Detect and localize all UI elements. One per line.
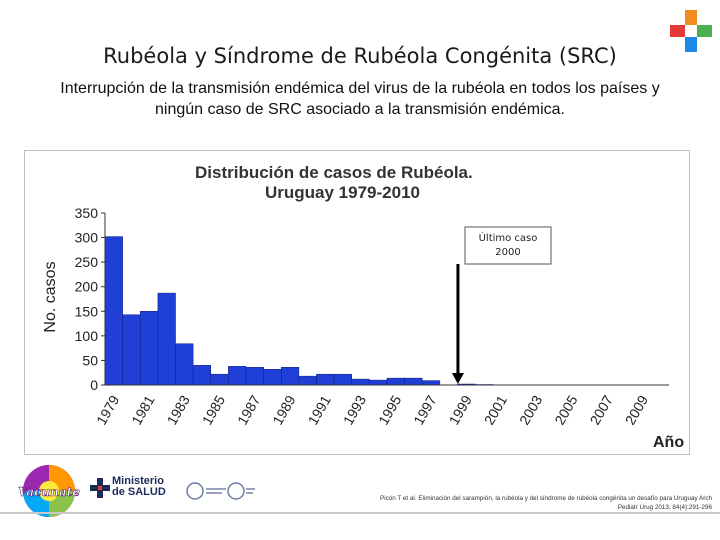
citation-line-2: Pediatr Urug 2013; 84(4):291-296 — [617, 504, 712, 511]
citation-text: Picón T et al. Eliminación del sarampión… — [308, 494, 712, 512]
ministerio-line-1: Ministerio — [112, 475, 164, 487]
ops-oms-logo-icon — [186, 482, 255, 500]
bar-1994 — [369, 379, 388, 386]
bar-1991 — [316, 373, 335, 386]
slide-subtitle: Interrupción de la transmisión endémica … — [10, 78, 710, 120]
bar-1983 — [175, 343, 194, 386]
vacunate-logo-text: Vacunate — [18, 485, 80, 499]
annotation-arrow-head — [451, 373, 464, 384]
y-axis-label: No. casos — [42, 261, 59, 332]
y-tick-label-300: 300 — [75, 230, 99, 246]
vacunate-logo: Vacunate — [18, 465, 81, 517]
bottom-divider — [0, 512, 720, 514]
bar-1995 — [386, 377, 405, 386]
footer-logos: Vacunate Ministerio de SALUD — [10, 462, 260, 522]
subtitle-line-2: ningún caso de SRC asociado a la transmi… — [154, 101, 565, 118]
ministerio-text: Ministerio de SALUD — [112, 476, 166, 498]
bar-1987 — [245, 367, 264, 386]
bar-1988 — [263, 369, 282, 386]
y-tick-label-250: 250 — [75, 254, 99, 270]
chart-subtitle: Uruguay 1979-2010 — [265, 183, 420, 202]
annotation-line-2: 2000 — [495, 247, 520, 258]
chart-title: Distribución de casos de Rubéola. — [195, 163, 473, 182]
y-tick-label-150: 150 — [75, 303, 99, 319]
x-tick-label-1993: 1993 — [340, 392, 370, 427]
bar-1981 — [140, 311, 159, 386]
bar-1980 — [122, 314, 141, 386]
bar-1997 — [422, 380, 441, 386]
x-tick-label-1985: 1985 — [199, 392, 229, 427]
bar-1989 — [281, 367, 300, 386]
x-tick-label-1999: 1999 — [445, 392, 475, 427]
bar-1996 — [404, 377, 423, 386]
bar-1984 — [192, 365, 212, 386]
bars-layer — [104, 236, 494, 386]
bar-1993 — [351, 378, 370, 386]
x-tick-label-2007: 2007 — [586, 392, 616, 427]
last-case-annotation: Último caso 2000 — [451, 226, 552, 384]
plus-logo-icon — [670, 10, 712, 52]
slide-title: Rubéola y Síndrome de Rubéola Congénita … — [103, 44, 617, 68]
x-tick-label-1983: 1983 — [163, 392, 193, 427]
y-tick-label-50: 50 — [82, 352, 98, 368]
x-tick-label-1989: 1989 — [269, 392, 299, 427]
x-tick-label-2001: 2001 — [481, 392, 511, 427]
y-tick-label-200: 200 — [75, 279, 99, 295]
ministerio-logo: Ministerio de SALUD — [90, 474, 260, 510]
x-tick-label-1979: 1979 — [93, 392, 123, 427]
x-tick-label-2005: 2005 — [551, 392, 581, 427]
y-tick-label-350: 350 — [75, 205, 99, 221]
y-tick-label-100: 100 — [75, 328, 99, 344]
x-tick-label-1981: 1981 — [128, 392, 158, 427]
subtitle-line-1: Interrupción de la transmisión endémica … — [60, 80, 660, 97]
y-tick-label-0: 0 — [90, 377, 98, 393]
x-tick-label-1997: 1997 — [410, 392, 440, 427]
bar-1986 — [228, 366, 247, 386]
bar-1982 — [157, 292, 176, 386]
bar-1979 — [104, 236, 123, 386]
x-tick-label-1991: 1991 — [304, 392, 334, 427]
ministerio-line-2: de SALUD — [112, 486, 166, 498]
x-tick-label-2003: 2003 — [516, 392, 546, 427]
citation-line-1: Picón T et al. Eliminación del sarampión… — [380, 495, 712, 502]
rubella-cases-chart: Distribución de casos de Rubéola. Urugua… — [24, 150, 690, 455]
bar-1992 — [333, 373, 353, 386]
x-axis-label: Año — [653, 434, 684, 451]
bar-1985 — [210, 373, 229, 386]
ministerio-plus-icon — [90, 478, 110, 498]
annotation-line-1: Último caso — [479, 231, 538, 244]
chart-canvas: Distribución de casos de Rubéola. Urugua… — [42, 163, 684, 451]
x-tick-label-1987: 1987 — [234, 392, 264, 427]
annotation-box — [464, 226, 552, 265]
x-tick-label-2009: 2009 — [622, 392, 652, 427]
bar-1990 — [298, 375, 317, 386]
x-tick-label-1995: 1995 — [375, 392, 405, 427]
